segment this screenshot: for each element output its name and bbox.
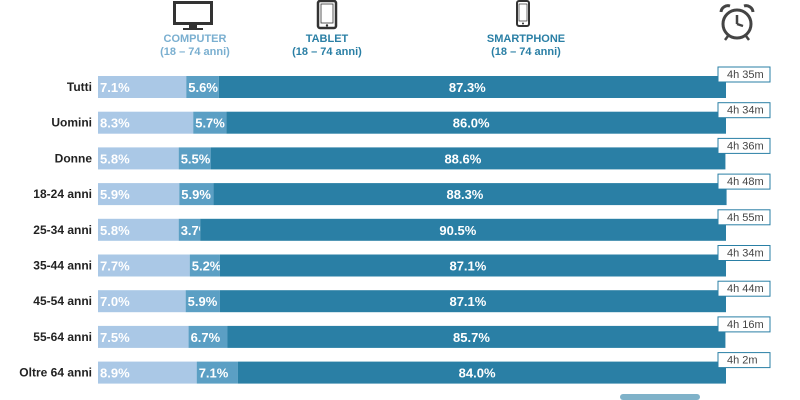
data-label: 7.5%	[100, 330, 130, 345]
computer-header: COMPUTER (18 – 74 anni)	[140, 33, 250, 59]
data-label: 87.1%	[449, 259, 486, 274]
bar-segment-tablet	[178, 218, 201, 241]
smartphone-icon	[515, 0, 531, 33]
data-label: 7.1%	[199, 366, 229, 381]
time-badge	[717, 102, 771, 119]
bar-segment-tablet	[193, 111, 227, 134]
bar-segment-smartphone	[213, 183, 727, 206]
data-label: 86.0%	[453, 116, 490, 131]
bar-segment-tablet	[185, 290, 220, 313]
category-label: Donne	[55, 151, 93, 165]
bar-segment-computer	[98, 147, 179, 170]
bar-segment-tablet	[189, 254, 220, 277]
time-badge	[717, 245, 771, 261]
bar-segment-tablet	[179, 183, 214, 206]
time-badge	[717, 66, 771, 83]
data-label: 5.7%	[195, 116, 225, 131]
time-spent-label: 4h 2m	[727, 355, 758, 367]
bar-segment-smartphone	[226, 111, 726, 134]
tablet-header: TABLET (18 – 74 anni)	[272, 33, 382, 59]
bar-segment-tablet	[188, 325, 228, 348]
data-label: 8.3%	[100, 116, 130, 131]
computer-header-name: COMPUTER	[163, 33, 227, 45]
data-label: 7.7%	[100, 259, 130, 274]
time-badge	[717, 137, 771, 154]
bar-segment-smartphone	[200, 218, 726, 241]
bar-segment-smartphone	[237, 361, 726, 384]
bar-segment-smartphone	[227, 325, 726, 348]
data-label: 87.1%	[449, 294, 486, 309]
tablet-icon	[316, 0, 338, 35]
publisher-logo	[620, 394, 700, 400]
smartphone-header-range: (18 – 74 anni)	[491, 46, 561, 58]
category-label: 45-54 anni	[33, 294, 92, 308]
bar-segment-tablet	[186, 76, 219, 98]
data-label: 7.1%	[100, 80, 130, 95]
category-label: 55-64 anni	[33, 330, 92, 344]
time-spent-label: 4h 35m	[727, 69, 764, 81]
bar-segment-computer	[98, 76, 187, 98]
data-label: 8.9%	[100, 366, 130, 381]
bar-segment-smartphone	[218, 76, 727, 98]
bar-segment-computer	[98, 290, 186, 313]
category-label: 25-34 anni	[33, 223, 92, 237]
tablet-header-range: (18 – 74 anni)	[292, 46, 362, 58]
data-label: 87.3%	[449, 80, 486, 95]
bar-segment-computer	[98, 183, 180, 206]
data-label: 88.3%	[447, 187, 484, 202]
time-badge	[717, 173, 771, 190]
bar-segment-smartphone	[219, 254, 726, 277]
data-label: 85.7%	[453, 330, 490, 345]
data-label: 5.9%	[100, 187, 130, 202]
alarm-clock-icon	[717, 2, 757, 47]
time-badge	[717, 209, 771, 226]
computer-header-range: (18 – 74 anni)	[160, 46, 230, 58]
time-spent-label: 4h 36m	[727, 140, 764, 152]
data-label: 5.5%	[181, 151, 211, 166]
data-label: 90.5%	[439, 223, 476, 238]
category-label: Uomini	[51, 116, 92, 130]
time-spent-label: 4h 44m	[727, 283, 764, 295]
time-badge	[717, 316, 771, 333]
data-label: 5.8%	[100, 151, 130, 166]
time-spent-label: 4h 34m	[727, 248, 764, 260]
data-label: 5.2%	[192, 259, 222, 274]
data-label: 5.8%	[100, 223, 130, 238]
data-label: 88.6%	[444, 151, 481, 166]
category-label: Oltre 64 anni	[19, 366, 92, 380]
time-badge	[717, 280, 771, 297]
time-spent-label: 4h 34m	[727, 105, 764, 117]
data-label: 84.0%	[459, 366, 496, 381]
time-spent-label: 4h 48m	[727, 176, 764, 188]
category-label: 35-44 anni	[33, 259, 92, 273]
bar-segment-smartphone	[219, 290, 726, 313]
smartphone-header-name: SMARTPHONE	[486, 33, 566, 45]
smartphone-header: SMARTPHONE (18 – 74 anni)	[466, 33, 586, 59]
bar-segment-tablet	[196, 361, 238, 384]
bar-segment-computer	[98, 218, 179, 241]
time-spent-label: 4h 55m	[727, 212, 764, 224]
data-label: 5.9%	[181, 187, 211, 202]
bar-segment-computer	[98, 254, 190, 277]
tablet-header-name: TABLET	[305, 33, 349, 45]
bar-segment-computer	[98, 111, 194, 134]
bar-segment-smartphone	[210, 147, 726, 170]
data-label: 5.6%	[188, 80, 218, 95]
time-spent-label: 4h 16m	[727, 319, 764, 331]
bar-segment-computer	[98, 325, 189, 348]
bar-segment-computer	[98, 361, 197, 384]
time-badge	[717, 352, 771, 369]
data-label: 6.7%	[191, 330, 221, 345]
category-label: 18-24 anni	[33, 187, 92, 201]
data-label: 7.0%	[100, 294, 130, 309]
category-label: Tutti	[67, 80, 92, 94]
monitor-icon	[171, 0, 215, 37]
data-label: 5.9%	[188, 294, 218, 309]
bar-segment-tablet	[178, 147, 211, 170]
